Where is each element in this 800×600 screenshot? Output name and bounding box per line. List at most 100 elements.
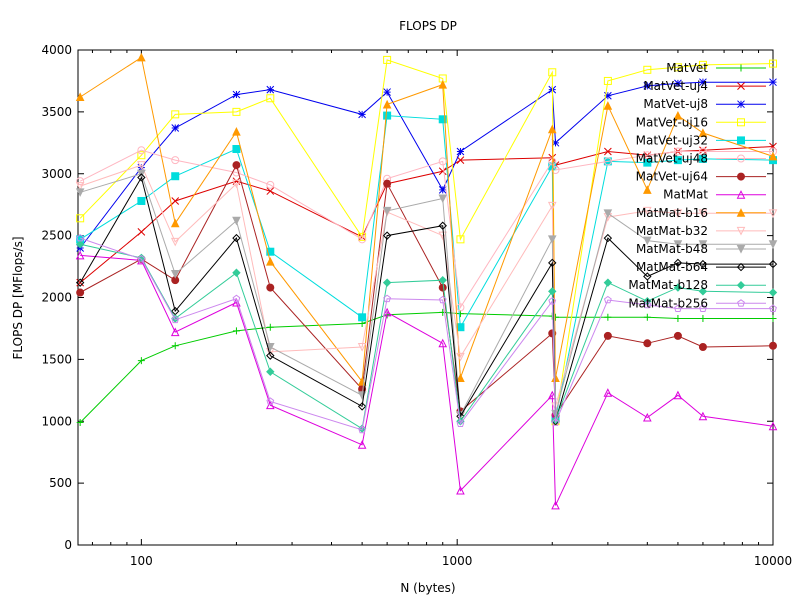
data-point	[643, 236, 652, 246]
data-point	[769, 341, 777, 350]
data-point	[358, 425, 367, 434]
data-point	[170, 327, 180, 337]
data-point	[137, 151, 146, 160]
data-point	[170, 218, 180, 228]
data-point	[736, 280, 746, 290]
data-point	[698, 343, 707, 351]
data-point	[265, 256, 275, 266]
data-point	[737, 154, 745, 163]
data-point	[737, 100, 745, 109]
data-point	[769, 59, 777, 68]
data-point	[674, 304, 682, 312]
data-point	[674, 79, 682, 88]
chart-title: FLOPS DP	[399, 19, 457, 33]
data-point	[171, 342, 179, 350]
data-point	[137, 146, 146, 155]
data-point	[266, 351, 275, 360]
data-point	[673, 209, 683, 218]
series-matmat-b128	[75, 240, 778, 433]
data-point	[137, 255, 146, 263]
data-point	[75, 250, 85, 260]
data-point	[232, 179, 241, 189]
data-point	[673, 147, 682, 156]
y-tick-label: 4000	[41, 43, 72, 57]
data-point	[75, 278, 85, 287]
data-point	[76, 288, 85, 297]
data-point	[603, 331, 612, 340]
data-point	[382, 99, 392, 109]
data-point	[643, 151, 652, 160]
legend-label: MatVet-uj48	[636, 152, 708, 166]
data-point	[699, 146, 707, 155]
data-point	[673, 240, 683, 249]
data-point	[232, 127, 241, 136]
series-matvet-uj16	[76, 55, 777, 426]
data-point	[643, 313, 651, 321]
data-point	[438, 115, 447, 124]
legend-label: MatVet-uj32	[636, 133, 708, 147]
data-point	[768, 240, 778, 249]
data-point	[266, 85, 275, 94]
series-line	[80, 164, 773, 407]
data-point	[438, 295, 447, 304]
data-point	[456, 485, 465, 495]
data-point	[736, 226, 746, 236]
data-point	[548, 297, 557, 305]
data-point	[357, 440, 367, 449]
series-line	[79, 176, 773, 422]
series-line	[80, 254, 774, 506]
data-point	[551, 418, 560, 426]
series-line	[80, 237, 773, 431]
data-point	[456, 235, 465, 244]
data-point	[438, 221, 447, 230]
data-point	[737, 136, 745, 145]
data-point	[603, 101, 613, 110]
data-point	[737, 82, 745, 90]
data-point	[232, 216, 241, 226]
data-point	[266, 367, 275, 376]
data-point	[266, 397, 275, 405]
data-point	[232, 268, 241, 277]
data-point	[265, 343, 275, 352]
x-axis-label: N (bytes)	[400, 581, 455, 595]
series-matmat-b48	[75, 169, 778, 420]
data-point	[699, 78, 707, 87]
legend: MatVet MatVet-uj4 MatVet-uj8 MatVet-uj16 Mat…	[628, 61, 766, 310]
data-point	[383, 179, 392, 188]
x-tick-label: 100	[130, 554, 153, 568]
data-point	[137, 228, 146, 236]
data-point	[456, 147, 465, 156]
data-point	[698, 60, 707, 69]
data-point	[604, 147, 612, 156]
data-point	[358, 235, 367, 244]
data-point	[171, 156, 180, 165]
data-point	[75, 182, 85, 191]
data-point	[456, 352, 465, 362]
data-point	[382, 307, 392, 317]
data-point	[698, 287, 708, 296]
data-point	[768, 151, 778, 161]
data-point	[171, 315, 180, 324]
data-point	[643, 272, 652, 281]
data-point	[137, 357, 145, 365]
data-point	[382, 231, 392, 240]
data-point	[673, 283, 683, 292]
data-point	[673, 156, 682, 165]
data-point	[438, 157, 447, 166]
data-point	[382, 278, 392, 287]
axis-ticks: 0 500 1000 1500 2000 2500 3000 3500 4000 100 1000 1…	[41, 43, 792, 568]
data-point	[438, 231, 448, 241]
data-point	[737, 64, 745, 72]
y-tick-label: 1000	[41, 414, 72, 428]
data-point	[547, 124, 557, 134]
data-point	[75, 188, 85, 197]
legend-label: MatMat-b16	[636, 206, 708, 220]
data-point	[357, 402, 367, 411]
data-point	[438, 167, 447, 176]
data-point	[736, 190, 746, 199]
data-point	[698, 147, 707, 156]
data-point	[137, 196, 146, 205]
data-point	[232, 297, 241, 307]
series-layer	[75, 52, 778, 510]
